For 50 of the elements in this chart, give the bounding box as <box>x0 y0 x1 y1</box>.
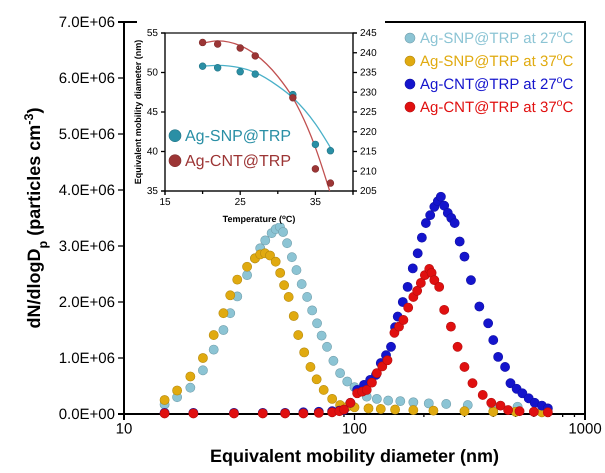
y-tick-label: 50 <box>146 68 158 79</box>
point <box>198 62 206 70</box>
x-axis-title: Temperature ($^{o}$C) <box>222 214 296 224</box>
point <box>236 44 244 52</box>
legend-label: Ag-CNT@TRP <box>185 153 292 170</box>
y2-tick-label: 210 <box>360 166 378 178</box>
y-tick-label: 40 <box>146 146 158 158</box>
point <box>252 52 259 60</box>
y2-tick-label: 220 <box>360 126 378 138</box>
point <box>252 70 259 78</box>
legend-label: Ag-SNP@TRP at 27$^{o}$C <box>420 28 574 47</box>
y-tick-label: 5.0E+06 <box>58 126 115 143</box>
x-tick-label: 35 <box>310 197 322 208</box>
point <box>214 64 222 72</box>
legend-label: Ag-SNP@TRP at 37$^{o}$C <box>420 51 574 70</box>
y-tick-label: 45 <box>146 107 158 118</box>
y-tick-label: 1.0E+06 <box>58 350 115 367</box>
point <box>236 68 244 76</box>
y-tick-label: 55 <box>146 28 158 40</box>
point <box>326 147 334 154</box>
y2-tick-label: 230 <box>360 87 378 98</box>
point <box>312 165 320 173</box>
y2-tick-label: 235 <box>360 68 378 79</box>
y-tick-label: 3.0E+06 <box>58 238 115 255</box>
point <box>214 40 222 48</box>
legend-label: Ag-CNT@TRP at 37$^{o}$C <box>420 97 574 116</box>
y-axis-title: Equivalent mobility diameter (nm) <box>133 40 143 184</box>
y-tick-label: 6.0E+06 <box>58 70 115 87</box>
y-tick-label: 0.0E+00 <box>58 406 115 423</box>
y2-tick-label: 205 <box>360 186 378 198</box>
y2-tick-label: 215 <box>360 146 378 158</box>
y-tick-label: 4.0E+06 <box>58 182 115 199</box>
y2-tick-label: 240 <box>360 48 378 59</box>
point <box>289 94 297 102</box>
x-tick-label: 100 <box>342 420 368 438</box>
point <box>326 179 334 187</box>
y2-tick-label: 225 <box>360 107 378 118</box>
x-tick-label: 15 <box>159 197 171 208</box>
x-tick-label: 10 <box>116 420 132 438</box>
x-tick-label: 1000 <box>568 420 602 438</box>
x-axis-title: Equivalent mobility diameter (nm) <box>210 446 500 466</box>
y-tick-label: 7.0E+06 <box>58 14 115 31</box>
point <box>198 38 206 46</box>
legend-label: Ag-CNT@TRP at 27$^{o}$C <box>420 74 574 93</box>
x-tick-label: 25 <box>234 197 246 208</box>
point <box>312 140 320 148</box>
y2-tick-label: 245 <box>360 28 378 40</box>
y-tick-label: 2.0E+06 <box>58 294 115 311</box>
legend-label: Ag-SNP@TRP <box>185 128 292 145</box>
y-tick-label: 35 <box>146 186 158 198</box>
